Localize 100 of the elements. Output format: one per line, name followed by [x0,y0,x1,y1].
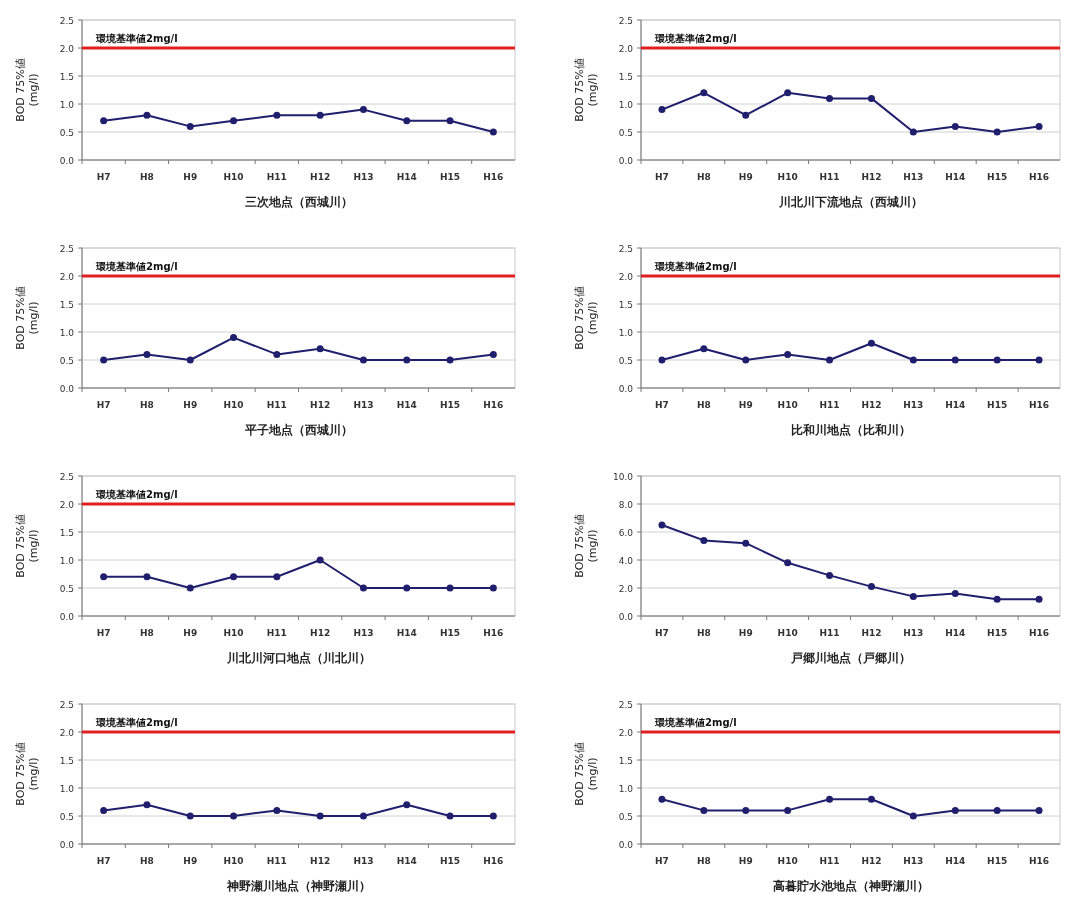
y-tick-label: 0.5 [59,583,74,594]
x-tick-label: H15 [440,856,461,866]
x-tick-label: H16 [483,400,504,410]
point [784,806,792,814]
x-tick-label: H16 [483,628,504,638]
point [1035,356,1043,364]
y-axis-title: BOD 75%値 (mg/l) [13,286,40,350]
point [186,812,194,820]
y-tick-label: 2.5 [618,699,633,710]
y-tick-label: 2.5 [618,15,633,26]
y-tick-label: 0.0 [618,155,634,166]
ref-line-label: 環境基準値2mg/l [95,261,178,272]
x-tick-label: H13 [903,628,924,638]
x-tick-label: H12 [861,628,882,638]
x-tick-label: H15 [987,856,1008,866]
x-tick-label: H11 [266,628,287,638]
x-tick-label: H11 [819,400,840,410]
y-tick-label: 2.0 [59,43,75,54]
y-tick-label: 1.0 [59,327,75,338]
point [742,356,750,364]
x-tick-label: H8 [696,400,711,410]
x-tick-label: H7 [655,172,669,182]
y-tick-label: 8.0 [618,499,634,510]
y-tick-label: 2.0 [618,727,634,738]
x-tick-label: H7 [96,628,111,638]
point [489,128,497,136]
y-tick-label: 1.0 [618,327,634,338]
y-tick-label: 1.5 [59,299,74,310]
x-tick-label: H7 [96,400,111,410]
y-tick-label: 2.0 [618,583,634,594]
y-tick-label: 0.0 [618,383,634,394]
point [1035,122,1043,130]
point [359,584,367,592]
point [784,89,792,97]
ref-line-label: 環境基準値2mg/l [654,717,737,728]
y-axis-title: BOD 75%値 (mg/l) [572,58,599,122]
point [993,595,1001,603]
y-tick-label: 1.0 [618,99,634,110]
point [909,356,917,364]
x-tick-label: H9 [738,628,753,638]
ref-line-label: 環境基準値2mg/l [95,717,178,728]
point [143,111,151,119]
x-tick-label: H13 [353,856,374,866]
point [951,356,959,364]
x-axis-title: 高暮貯水池地点（神野瀬川） [772,879,929,893]
x-axis-title: 比和川地点（比和川） [790,423,911,437]
y-tick-label: 0.0 [618,839,634,850]
x-tick-label: H13 [353,628,374,638]
x-tick-label: H12 [310,172,331,182]
x-tick-label: H11 [819,856,840,866]
ref-line-label: 環境基準値2mg/l [95,489,178,500]
y-tick-label: 1.5 [59,755,74,766]
point [403,117,411,125]
y-tick-label: 1.0 [59,555,75,566]
x-tick-label: H12 [310,856,331,866]
y-tick-label: 0.0 [59,155,75,166]
x-tick-label: H9 [738,172,753,182]
point [143,573,151,581]
x-tick-label: H8 [696,628,711,638]
point [867,795,875,803]
y-tick-label: 1.0 [59,783,75,794]
point [273,111,281,119]
x-tick-label: H7 [655,856,669,866]
point [403,356,411,364]
point [403,584,411,592]
point [186,356,194,364]
point [784,350,792,358]
point [867,94,875,102]
point [489,584,497,592]
x-tick-label: H13 [903,856,924,866]
x-tick-label: H8 [696,172,711,182]
x-tick-label: H9 [183,172,198,182]
point [1035,806,1043,814]
ref-line-label: 環境基準値2mg/l [654,33,737,44]
point [446,117,454,125]
x-tick-label: H15 [987,172,1008,182]
y-tick-label: 0.5 [59,811,74,822]
y-tick-label: 10.0 [612,471,634,482]
point [826,795,834,803]
point [993,356,1001,364]
y-axis-title: BOD 75%値 (mg/l) [13,742,40,806]
point [742,539,750,547]
point [316,111,324,119]
y-tick-label: 0.5 [618,127,633,138]
y-tick-label: 2.0 [59,727,75,738]
x-axis-title: 三次地点（西城川） [244,195,353,209]
y-tick-label: 2.5 [59,699,74,710]
point [700,89,708,97]
x-tick-label: H11 [819,628,840,638]
x-axis-title: 川北川下流地点（西城川） [777,195,923,209]
point [951,590,959,598]
point [403,801,411,809]
point [909,592,917,600]
point [658,521,666,529]
point [909,128,917,136]
y-tick-label: 1.5 [59,527,74,538]
x-tick-label: H14 [945,628,966,638]
x-tick-label: H15 [987,400,1008,410]
x-tick-label: H8 [140,628,154,638]
x-tick-label: H8 [696,856,711,866]
